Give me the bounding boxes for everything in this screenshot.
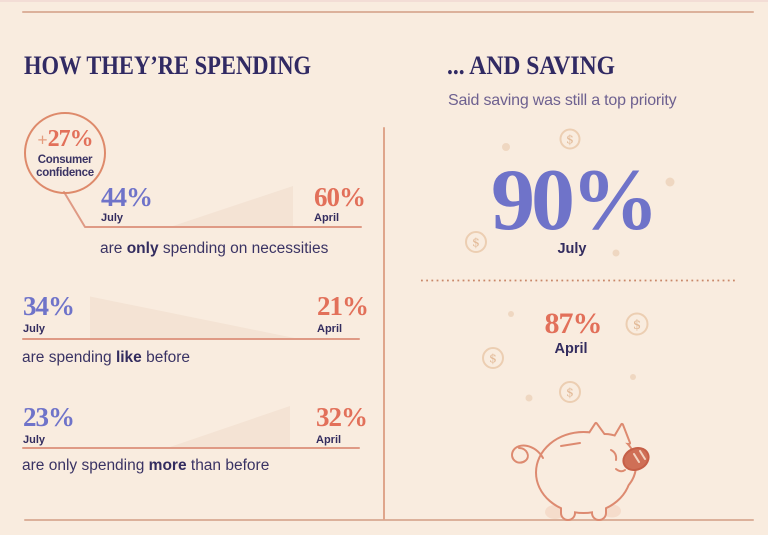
- pig-silhouette-fill: [537, 424, 635, 519]
- row-april-value: 21%: [317, 291, 369, 321]
- dot: [612, 249, 620, 257]
- dot: [525, 394, 533, 402]
- trend-wedge-row2: [90, 296, 297, 339]
- dot: [508, 311, 514, 317]
- dollar-coins: $ $ $ $ $: [465, 128, 649, 403]
- row-july-value: 34%: [23, 291, 75, 321]
- dollar-coin-icon: $: [465, 231, 487, 253]
- row-april-label: April: [314, 212, 340, 224]
- row-april-value: 60%: [314, 182, 366, 212]
- row-july-label: July: [23, 323, 46, 335]
- row-baseline: [22, 338, 360, 340]
- page-top-edge: [0, 0, 768, 2]
- trend-wedge-row3: [170, 406, 290, 447]
- dot: [630, 374, 636, 380]
- saving-april-value: 87%: [544, 307, 603, 340]
- row-baseline: [22, 447, 360, 449]
- dollar-coin-icon: $: [559, 128, 581, 150]
- saving-july-label: July: [557, 241, 587, 257]
- dollar-sign-glyph: $: [566, 386, 574, 400]
- confetti-dots: [502, 143, 675, 402]
- dollar-coin-icon: $: [559, 381, 581, 403]
- dollar-sign-glyph: $: [489, 352, 497, 366]
- row-caption: are only spending on necessities: [100, 240, 329, 257]
- dot: [665, 177, 675, 187]
- right-panel-title: ... AND SAVING: [447, 50, 615, 80]
- piggy-bank-icon: [511, 422, 650, 521]
- consumer-confidence-badge: +27% Consumer confidence: [24, 112, 106, 194]
- row-july-label: July: [101, 212, 124, 224]
- row-april-label: April: [316, 434, 342, 446]
- saving-july-value: 90%: [491, 152, 659, 249]
- left-panel-title: HOW THEY’RE SPENDING: [24, 50, 312, 80]
- dot: [502, 143, 510, 151]
- row-july-value: 44%: [101, 182, 153, 212]
- dollar-sign-glyph: $: [566, 133, 574, 147]
- badge-label: Consumer confidence: [36, 154, 94, 179]
- badge-value-plus: +: [37, 130, 48, 150]
- row-caption: are spending like before: [22, 349, 191, 366]
- dollar-coin-icon: $: [625, 312, 649, 336]
- dollar-coin-icon: $: [482, 347, 504, 369]
- row-caption: are only spending more than before: [22, 457, 270, 474]
- row-july-value: 23%: [23, 402, 75, 432]
- pig-nostrils: [633, 450, 646, 463]
- right-panel-subtitle: Said saving was still a top priority: [448, 92, 677, 109]
- panel-divider-line: [383, 127, 385, 520]
- dollar-sign-glyph: $: [472, 236, 480, 250]
- dollar-sign-glyph: $: [633, 318, 641, 333]
- bubble-tail-line: [63, 191, 362, 228]
- row-april-label: April: [317, 323, 343, 335]
- frame-top-line: [22, 11, 754, 13]
- pig-details: [511, 442, 626, 473]
- badge-value: +27%: [37, 126, 93, 152]
- trend-wedge-row1: [170, 186, 293, 227]
- row-july-label: July: [23, 434, 46, 446]
- saving-april-label: April: [554, 341, 588, 357]
- row-april-value: 32%: [316, 402, 368, 432]
